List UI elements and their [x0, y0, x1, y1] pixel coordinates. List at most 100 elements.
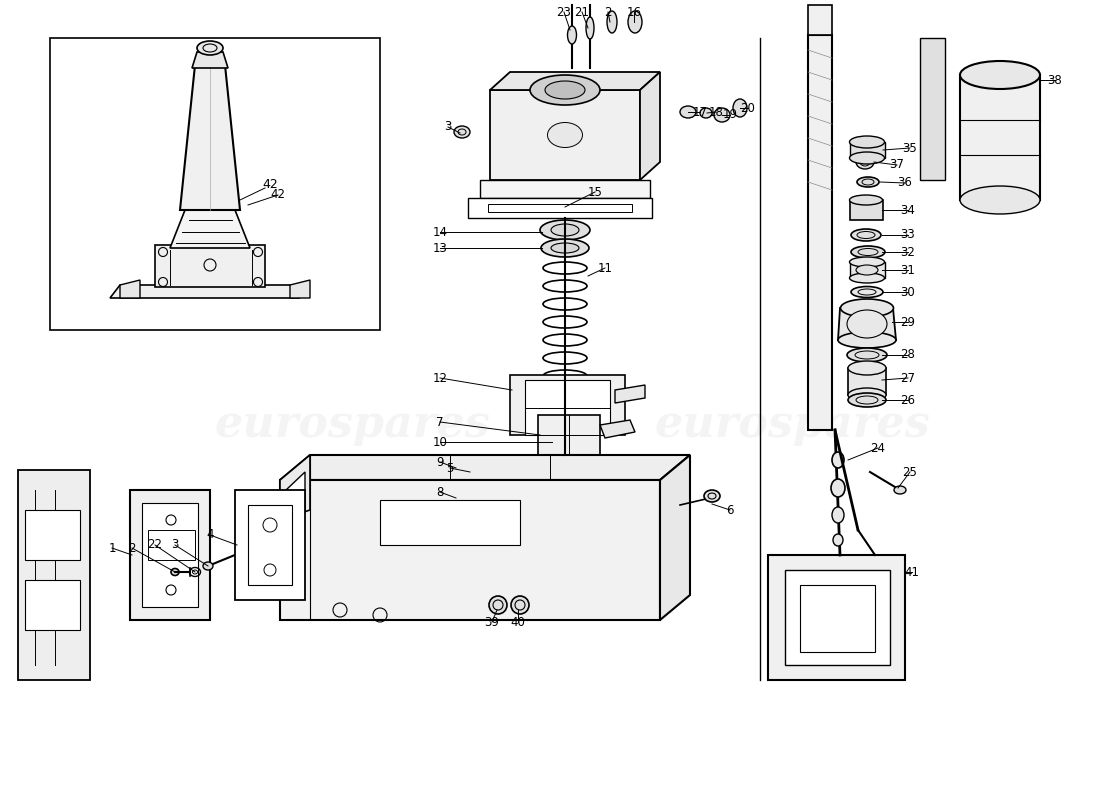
Text: 31: 31: [901, 263, 915, 277]
Ellipse shape: [849, 152, 884, 164]
Polygon shape: [148, 530, 195, 560]
Polygon shape: [120, 280, 140, 298]
Polygon shape: [848, 368, 886, 395]
Ellipse shape: [849, 257, 884, 267]
Ellipse shape: [849, 195, 882, 205]
Polygon shape: [475, 464, 650, 474]
Polygon shape: [920, 38, 945, 180]
Polygon shape: [800, 585, 874, 652]
Ellipse shape: [700, 108, 712, 118]
Ellipse shape: [548, 122, 583, 147]
Ellipse shape: [894, 486, 906, 494]
Text: 23: 23: [557, 6, 571, 18]
Ellipse shape: [851, 229, 881, 241]
Text: 16: 16: [627, 6, 641, 18]
Text: 22: 22: [147, 538, 163, 551]
Polygon shape: [180, 65, 240, 210]
Ellipse shape: [832, 452, 844, 468]
Text: 27: 27: [901, 371, 915, 385]
Ellipse shape: [680, 106, 696, 118]
Text: 28: 28: [901, 349, 915, 362]
Text: 7: 7: [437, 415, 443, 429]
Ellipse shape: [848, 393, 886, 407]
Polygon shape: [130, 490, 210, 620]
Text: eurospares: eurospares: [654, 402, 930, 446]
Ellipse shape: [849, 136, 884, 148]
Text: 3: 3: [444, 121, 452, 134]
Text: 11: 11: [597, 262, 613, 274]
Ellipse shape: [851, 286, 883, 298]
Polygon shape: [455, 488, 640, 508]
Ellipse shape: [847, 348, 887, 362]
Text: 4: 4: [207, 529, 213, 542]
Ellipse shape: [568, 26, 576, 44]
Polygon shape: [235, 490, 305, 600]
Text: 13: 13: [432, 242, 448, 254]
Text: 14: 14: [432, 226, 448, 238]
Ellipse shape: [541, 239, 589, 257]
Text: 3: 3: [172, 538, 178, 551]
Ellipse shape: [960, 61, 1040, 89]
Ellipse shape: [512, 596, 529, 614]
Text: 8: 8: [437, 486, 443, 498]
Polygon shape: [525, 380, 610, 435]
Text: 34: 34: [901, 203, 915, 217]
Polygon shape: [18, 470, 90, 680]
Polygon shape: [468, 198, 652, 218]
Text: 2: 2: [129, 542, 135, 554]
Polygon shape: [142, 503, 198, 607]
Ellipse shape: [856, 155, 875, 169]
Text: 6: 6: [726, 503, 734, 517]
Polygon shape: [280, 480, 660, 620]
Text: 37: 37: [890, 158, 904, 171]
Polygon shape: [50, 38, 380, 330]
Polygon shape: [808, 5, 832, 35]
Polygon shape: [640, 72, 660, 180]
Polygon shape: [280, 455, 310, 520]
Ellipse shape: [830, 479, 845, 497]
Polygon shape: [25, 580, 80, 630]
Polygon shape: [615, 385, 645, 403]
Ellipse shape: [704, 490, 720, 502]
Text: 39: 39: [485, 615, 499, 629]
Ellipse shape: [960, 186, 1040, 214]
Text: 25: 25: [903, 466, 917, 478]
Text: 29: 29: [901, 315, 915, 329]
Ellipse shape: [586, 17, 594, 39]
Polygon shape: [510, 375, 625, 435]
Ellipse shape: [490, 596, 507, 614]
Ellipse shape: [530, 75, 600, 105]
Text: 1: 1: [108, 542, 115, 554]
Text: 2: 2: [604, 6, 612, 18]
Polygon shape: [488, 204, 632, 212]
Text: 9: 9: [437, 455, 443, 469]
Text: 30: 30: [901, 286, 915, 298]
Ellipse shape: [607, 11, 617, 33]
Polygon shape: [660, 455, 690, 620]
Ellipse shape: [733, 99, 747, 117]
Ellipse shape: [454, 126, 470, 138]
Text: 19: 19: [723, 109, 737, 122]
Text: 36: 36: [898, 177, 912, 190]
Text: 32: 32: [901, 246, 915, 258]
Ellipse shape: [197, 41, 223, 55]
Text: 5: 5: [447, 462, 453, 474]
Polygon shape: [192, 52, 228, 68]
Ellipse shape: [840, 299, 893, 317]
Polygon shape: [838, 308, 896, 340]
Polygon shape: [490, 72, 660, 90]
Ellipse shape: [838, 332, 896, 348]
Polygon shape: [280, 455, 690, 480]
Polygon shape: [286, 472, 305, 515]
Polygon shape: [960, 75, 1040, 200]
Polygon shape: [768, 555, 905, 680]
Text: 41: 41: [904, 566, 920, 578]
Polygon shape: [490, 90, 640, 180]
Text: 21: 21: [574, 6, 590, 18]
Polygon shape: [850, 142, 886, 158]
Polygon shape: [379, 500, 520, 545]
Text: 35: 35: [903, 142, 917, 154]
Polygon shape: [155, 245, 265, 287]
Polygon shape: [600, 420, 635, 438]
Ellipse shape: [204, 562, 213, 570]
